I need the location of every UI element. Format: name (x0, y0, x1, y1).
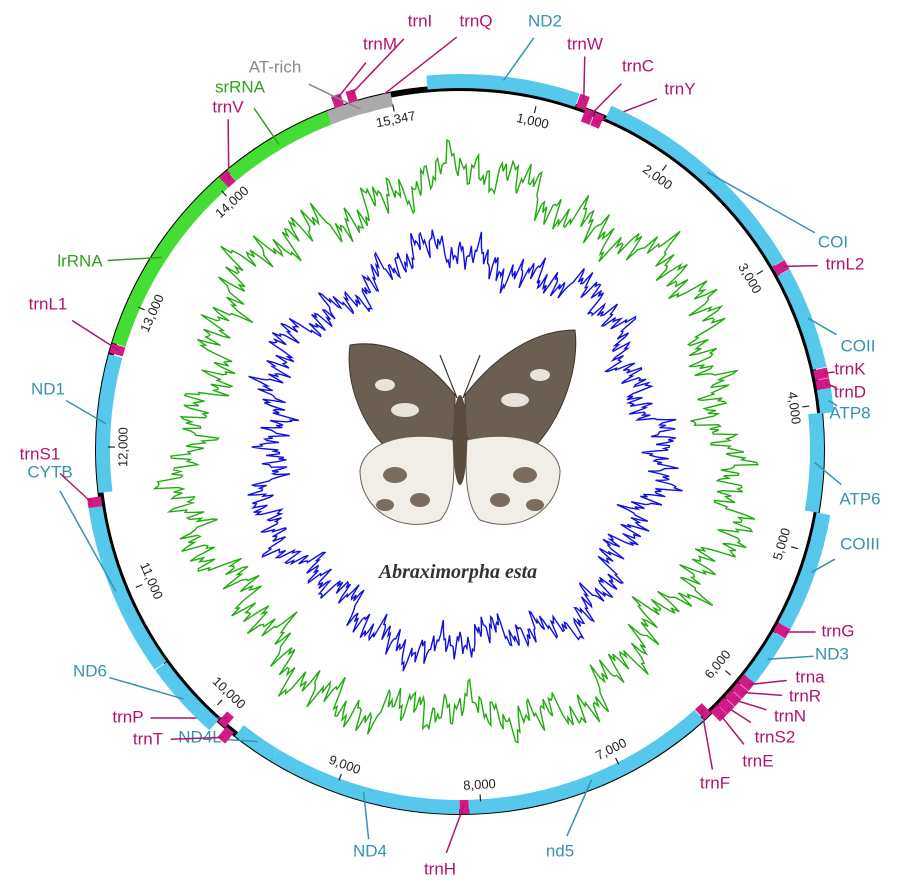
position-label: 6,000 (701, 647, 733, 682)
gene-label: trnT (133, 729, 163, 748)
gene-arc (606, 106, 785, 267)
gene-label: trnW (567, 34, 603, 53)
gene-label: COI (818, 232, 848, 251)
position-tick (393, 104, 394, 111)
gene-label: COIII (840, 534, 880, 553)
gene-label: trnP (112, 707, 143, 726)
leader-line (742, 692, 782, 695)
gene-label: trnL2 (826, 254, 865, 273)
position-label: 9,000 (327, 752, 363, 777)
position-label: 10,000 (210, 674, 249, 712)
gene-label: trnG (821, 621, 854, 640)
gene-label: trnE (742, 751, 773, 770)
gene-label: lrRNA (57, 251, 103, 270)
gene-label: trnC (622, 56, 654, 75)
gene-label: ND1 (31, 379, 65, 398)
gene-arc (218, 711, 234, 728)
leader-line (721, 715, 744, 744)
gene-label: ATP8 (829, 403, 870, 422)
gene-label: trnS1 (20, 444, 61, 463)
position-label: 12,000 (115, 427, 130, 467)
position-label: 15,347 (375, 108, 417, 130)
gene-label: trnR (789, 686, 821, 705)
gene-label: trna (795, 667, 825, 686)
gene-label: ATP6 (839, 489, 880, 508)
leader-line (768, 656, 814, 659)
gene-label: trnY (664, 79, 695, 98)
position-tick (534, 106, 536, 113)
butterfly-illustration (349, 330, 576, 524)
position-tick (222, 191, 227, 196)
leader-line (735, 700, 766, 710)
leader-line (72, 320, 119, 350)
gene-label: srRNA (215, 77, 266, 96)
gene-label: trnL1 (29, 294, 68, 313)
gene-label: AT-rich (249, 57, 302, 76)
gene-label: ND4 (353, 841, 387, 860)
leader-line (584, 56, 585, 99)
gene-label: trnK (834, 359, 866, 378)
gene-label: trnN (774, 706, 806, 725)
gene-arc (235, 725, 278, 761)
gene-arc (744, 632, 785, 684)
gene-label: trnD (834, 382, 866, 401)
gene-label: trnF (700, 773, 730, 792)
position-tick (791, 547, 798, 549)
position-label: 7,000 (593, 735, 629, 763)
gene-label: trnS2 (755, 727, 796, 746)
position-tick (662, 165, 666, 171)
gene-label: ND6 (73, 661, 107, 680)
position-label: 4,000 (785, 391, 804, 425)
mitogenome-map: Abraximorpha esta trnMtrnItrnQND2trnWtrn… (0, 0, 918, 880)
leader-line (784, 266, 818, 267)
position-tick (217, 700, 222, 705)
species-name: Abraximorpha esta (377, 561, 537, 583)
gene-label: trnH (424, 859, 456, 878)
gene-arc (155, 662, 218, 730)
position-label: 2,000 (640, 161, 675, 192)
gene-arc (227, 111, 332, 181)
leader-line (254, 108, 279, 144)
gene-arc (469, 710, 704, 814)
gene-label: ND3 (815, 644, 849, 663)
position-label: 8,000 (463, 776, 496, 793)
position-label: 11,000 (137, 560, 166, 602)
gene-arc (96, 354, 122, 493)
leader-line (728, 708, 751, 723)
leader-line (702, 710, 713, 770)
position-label: 5,000 (770, 526, 794, 561)
gene-label: trnQ (459, 11, 492, 30)
position-tick (725, 671, 730, 675)
gene-label: trnV (212, 97, 244, 116)
position-label: 3,000 (735, 260, 764, 296)
gene-label: nd5 (546, 841, 574, 860)
position-tick (802, 406, 809, 407)
position-label: 1,000 (515, 110, 550, 132)
gene-label: trnI (408, 11, 433, 30)
gene-label: COII (841, 336, 876, 355)
position-tick (757, 271, 763, 275)
leader-line (503, 38, 533, 81)
gene-label: ND2 (528, 11, 562, 30)
gene-arc (777, 269, 826, 370)
position-tick (136, 585, 142, 588)
